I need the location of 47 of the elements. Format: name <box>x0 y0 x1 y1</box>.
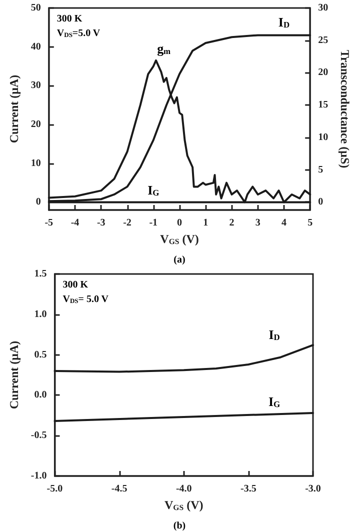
y2-tick-label: 5 <box>318 164 324 176</box>
x-tick-label: -3.5 <box>240 484 256 494</box>
y-tick-label: 0.0 <box>34 390 47 401</box>
series-label: ID <box>268 327 280 342</box>
x-tick-label: -3 <box>96 218 106 228</box>
annotation: 300 K <box>56 14 82 24</box>
y-tick-label: 40 <box>30 41 41 52</box>
series-label: ID <box>278 14 290 30</box>
x-tick-label: -1 <box>149 218 158 228</box>
x-tick-label: -4.0 <box>176 484 192 494</box>
y-tick-label: 50 <box>30 2 41 14</box>
y-tick-label: 1.5 <box>34 268 47 280</box>
y-tick-label: -0.5 <box>30 430 47 442</box>
series-label: IG <box>148 182 160 198</box>
y-axis-title: Current (μA) <box>7 74 21 144</box>
x-tick-label: 5 <box>308 218 313 228</box>
y-tick-label: 10 <box>30 158 41 169</box>
y2-tick-label: 15 <box>318 100 328 111</box>
text: (b) <box>173 520 186 531</box>
text: (a) <box>174 254 186 266</box>
x-tick-label: -3.0 <box>305 484 321 494</box>
annotation: 300 K <box>62 280 88 290</box>
y-tick-label: 0.5 <box>34 349 47 360</box>
x-tick-label: 0 <box>177 218 182 228</box>
x-tick-label: -4 <box>70 218 80 228</box>
series-label: gm <box>157 40 171 56</box>
y-axis-title: Current (μA) <box>7 340 21 410</box>
x-tick-label: 1 <box>203 218 208 228</box>
x-tick-label: 4 <box>281 218 286 228</box>
x-tick-label: -2 <box>123 218 132 228</box>
x-tick-label: 3 <box>255 218 260 228</box>
x-tick-label: -5 <box>44 218 54 228</box>
y2-tick-label: 30 <box>318 2 328 14</box>
y-tick-label: 30 <box>30 80 41 92</box>
y2-axis-title: Transconductance (μS) <box>338 50 352 168</box>
x-tick-label: -5.0 <box>46 484 63 494</box>
x-tick-label: 2 <box>229 218 234 228</box>
series-label: IG <box>268 394 280 409</box>
y-tick-label: 0 <box>36 196 41 208</box>
y2-tick-label: 25 <box>318 34 328 46</box>
y-tick-label: 1.0 <box>34 308 47 320</box>
y2-tick-label: 0 <box>318 196 324 208</box>
y2-tick-label: 10 <box>318 132 328 143</box>
y2-tick-label: 20 <box>318 67 328 78</box>
y-tick-label: -1.0 <box>30 470 47 482</box>
y-tick-label: 20 <box>30 119 41 130</box>
x-tick-label: -4.5 <box>111 484 128 494</box>
